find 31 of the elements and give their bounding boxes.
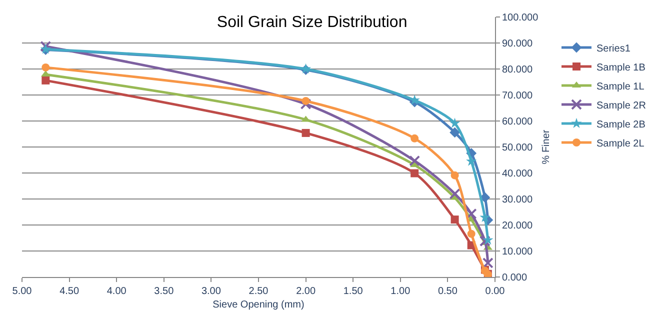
x-tick-label: 2.50 xyxy=(248,286,269,297)
y-tick-label: 10.000 xyxy=(502,246,534,258)
legend-label: Series1 xyxy=(596,43,631,54)
x-axis-title: Sieve Opening (mm) xyxy=(212,300,304,310)
y-tick-label: 100.000 xyxy=(502,12,539,24)
x-tick-label: 0.00 xyxy=(485,286,506,297)
legend-label: Sample 1L xyxy=(596,81,645,92)
x-tick-label: 3.00 xyxy=(201,286,222,297)
x-tick-label: 0.50 xyxy=(438,286,458,297)
y-tick-label: 20.000 xyxy=(502,220,534,232)
x-tick-label: 4.50 xyxy=(60,286,80,297)
y-tick-label: 70.000 xyxy=(502,90,534,102)
y-tick-label: 60.000 xyxy=(502,116,534,128)
x-tick-label: 3.50 xyxy=(154,286,174,297)
x-tick-label: 2.00 xyxy=(296,286,316,297)
y-tick-label: 30.000 xyxy=(502,194,534,206)
x-tick-label: 4.00 xyxy=(106,286,127,297)
x-tick-label: 1.00 xyxy=(390,286,411,297)
legend-label: Sample 2L xyxy=(596,138,645,150)
legend-label: Sample 2R xyxy=(596,100,646,112)
legend-label: Sample 2B xyxy=(596,119,646,130)
x-tick-label: 5.00 xyxy=(12,286,32,297)
y-tick-label: 80.000 xyxy=(502,64,534,76)
chart-title: Soil Grain Size Distribution xyxy=(216,14,408,32)
y-tick-label: 90.000 xyxy=(502,38,534,50)
y-tick-label: 0.000 xyxy=(502,272,528,284)
x-tick-label: 1.50 xyxy=(343,286,364,297)
legend-label: Sample 1B xyxy=(596,62,646,74)
y-axis-title: % Finer xyxy=(541,129,552,164)
y-tick-label: 50.000 xyxy=(502,142,534,154)
y-tick-label: 40.000 xyxy=(502,168,534,180)
